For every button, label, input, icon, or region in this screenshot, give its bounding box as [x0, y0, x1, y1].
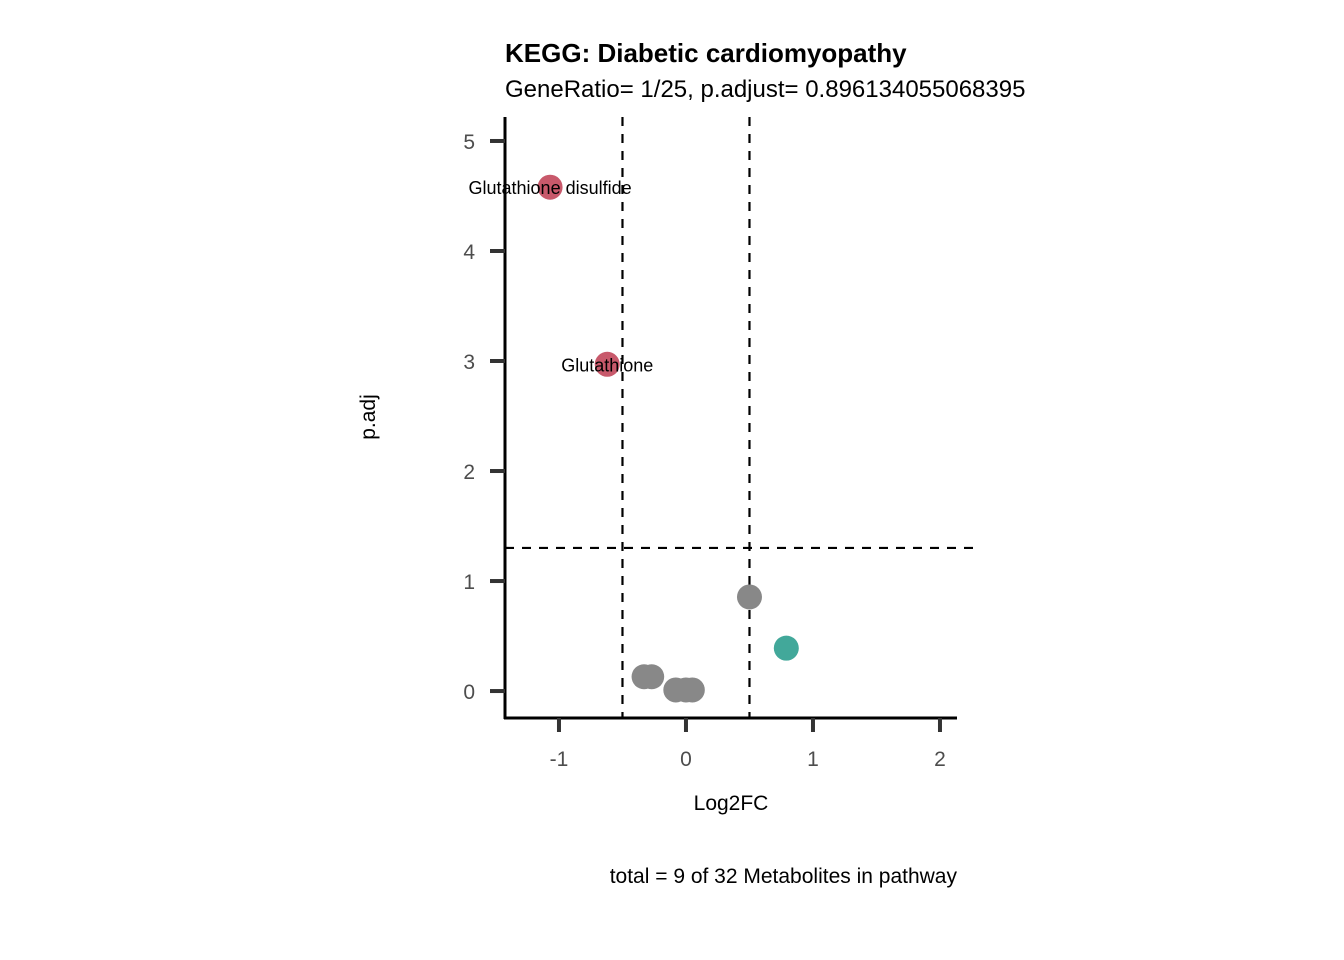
data-point [537, 174, 563, 200]
reference-lines [505, 117, 977, 718]
data-point [639, 664, 665, 690]
data-point [773, 635, 799, 661]
x-tick-label: -1 [550, 748, 569, 771]
data-point [594, 351, 620, 377]
y-tick-label: 5 [463, 131, 475, 154]
x-axis-title: Log2FC [694, 792, 769, 815]
x-tick-label: 2 [934, 748, 946, 771]
axes [503, 117, 957, 720]
chart-subtitle: GeneRatio= 1/25, p.adjust= 0.89613405506… [505, 76, 1025, 103]
x-tick-label: 1 [807, 748, 819, 771]
data-points [537, 174, 799, 703]
y-tick-label: 0 [463, 681, 475, 704]
y-tick-label: 1 [463, 571, 475, 594]
y-tick-label: 3 [463, 351, 475, 374]
chart-caption: total = 9 of 32 Metabolites in pathway [610, 865, 958, 888]
point-label: Glutathione disulfide [469, 178, 632, 198]
point-label: Glutathione [561, 355, 653, 375]
y-axis-ticks: 0 1 2 3 4 5 [463, 131, 505, 704]
x-axis-ticks: -1 0 1 2 [550, 718, 946, 771]
point-labels: Glutathione disulfide Glutathione [469, 178, 654, 375]
data-point [736, 584, 762, 610]
y-tick-label: 2 [463, 461, 475, 484]
y-axis-title: p.adj [357, 394, 380, 440]
data-point [679, 677, 705, 703]
y-tick-label: 4 [463, 241, 475, 264]
x-tick-label: 0 [680, 748, 692, 771]
chart-title: KEGG: Diabetic cardiomyopathy [505, 38, 907, 68]
